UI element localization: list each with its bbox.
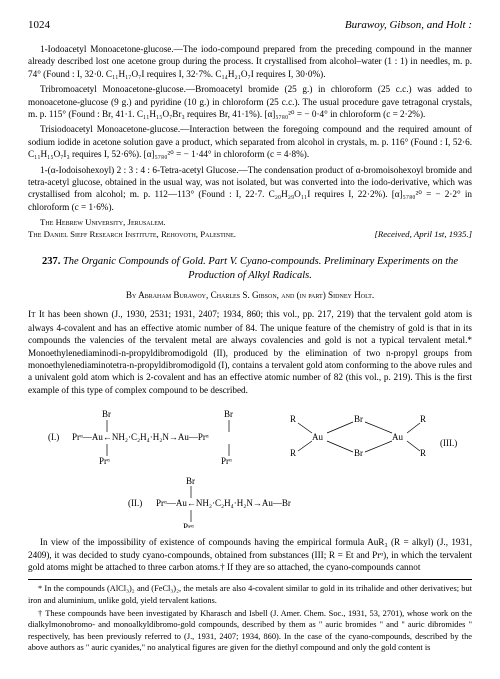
svg-text:Au: Au <box>392 432 403 442</box>
article-number: 237. <box>42 256 60 267</box>
structural-diagram-row-2: (II.) Prᵅ—Au←NH₂·C₂H₄·H₂N→Au—Br Br Prᵅ <box>28 472 472 528</box>
svg-text:R: R <box>420 414 426 424</box>
article-title: The Organic Compounds of Gold. Part V. C… <box>63 256 458 281</box>
svg-text:(III.): (III.) <box>440 438 457 448</box>
institution-line-1: The Hebrew University, Jerusalem. <box>28 217 472 229</box>
svg-text:R: R <box>290 414 296 424</box>
running-head-authors: Burawoy, Gibson, and Holt : <box>345 18 472 33</box>
paragraph-cyano: In view of the impossibility of existenc… <box>28 536 472 573</box>
svg-text:Br: Br <box>186 476 195 486</box>
footnotes: * In the compounds (AlCl₃)₂ and (FeCl₃)₂… <box>28 579 472 653</box>
svg-text:Prᵅ—Au←NH₂·C₂H₄·H₂N→Au—Br: Prᵅ—Au←NH₂·C₂H₄·H₂N→Au—Br <box>156 498 291 508</box>
paragraph-iodoacetyl: 1-Iodoacetyl Monoacetone-glucose.—The io… <box>28 43 472 80</box>
structural-diagram-row-1: (I.) Prᵅ—Au←NH₂·C₂H₄·H₂N→Au—Prᵅ Br Prᵅ B… <box>28 404 472 464</box>
svg-text:Au: Au <box>312 432 323 442</box>
svg-text:R: R <box>420 448 426 458</box>
structure-I-svg: (I.) Prᵅ—Au←NH₂·C₂H₄·H₂N→Au—Prᵅ Br Prᵅ B… <box>40 404 460 464</box>
svg-text:(II.): (II.) <box>128 498 142 508</box>
paragraph-intro-text: It has been shown (J., 1930, 2531; 1931,… <box>28 309 472 395</box>
page-number: 1024 <box>28 18 50 33</box>
page-container: 1024 Burawoy, Gibson, and Holt : 1-Iodoa… <box>0 0 500 676</box>
svg-text:R: R <box>290 448 296 458</box>
svg-text:Prᵅ—Au←NH₂·C₂H₄·H₂N→Au—Prᵅ: Prᵅ—Au←NH₂·C₂H₄·H₂N→Au—Prᵅ <box>72 432 209 442</box>
institution-line-2: The Daniel Sieff Research Institute, Reh… <box>28 229 472 241</box>
svg-text:Br: Br <box>102 409 111 419</box>
structure-II-svg: (II.) Prᵅ—Au←NH₂·C₂H₄·H₂N→Au—Br Br Prᵅ <box>120 472 380 528</box>
paragraph-iodoisohexoyl: 1-(α-Iodoisohexoyl) 2 : 3 : 4 : 6-Tetra-… <box>28 164 472 214</box>
svg-text:Br: Br <box>354 448 363 458</box>
article-title-block: 237. The Organic Compounds of Gold. Part… <box>28 255 472 283</box>
institution-name: The Daniel Sieff Research Institute, Reh… <box>28 229 236 241</box>
paragraph-intro: It It has been shown (J., 1930, 2531; 19… <box>28 308 472 396</box>
svg-text:(I.): (I.) <box>48 432 59 442</box>
paragraph-tribromoacetyl: Tribromoacetyl Monoacetone-glucose.—Brom… <box>28 83 472 120</box>
svg-text:Br: Br <box>224 409 233 419</box>
footnote-dagger: † These compounds have been investigated… <box>28 608 472 653</box>
svg-text:Prᵅ: Prᵅ <box>221 456 232 464</box>
svg-text:Prᵅ: Prᵅ <box>99 456 110 464</box>
svg-text:Br: Br <box>354 414 363 424</box>
paragraph-trisiodoacetyl: Trisiodoacetyl Monoacetone-glucose.—Inte… <box>28 123 472 160</box>
page-header: 1024 Burawoy, Gibson, and Holt : <box>28 18 472 33</box>
footnote-star: * In the compounds (AlCl₃)₂ and (FeCl₃)₂… <box>28 583 472 606</box>
article-byline: By Abraham Burawoy, Charles S. Gibson, a… <box>28 289 472 301</box>
received-date: [Received, April 1st, 1935.] <box>374 229 472 241</box>
svg-text:Prᵅ: Prᵅ <box>183 522 194 528</box>
